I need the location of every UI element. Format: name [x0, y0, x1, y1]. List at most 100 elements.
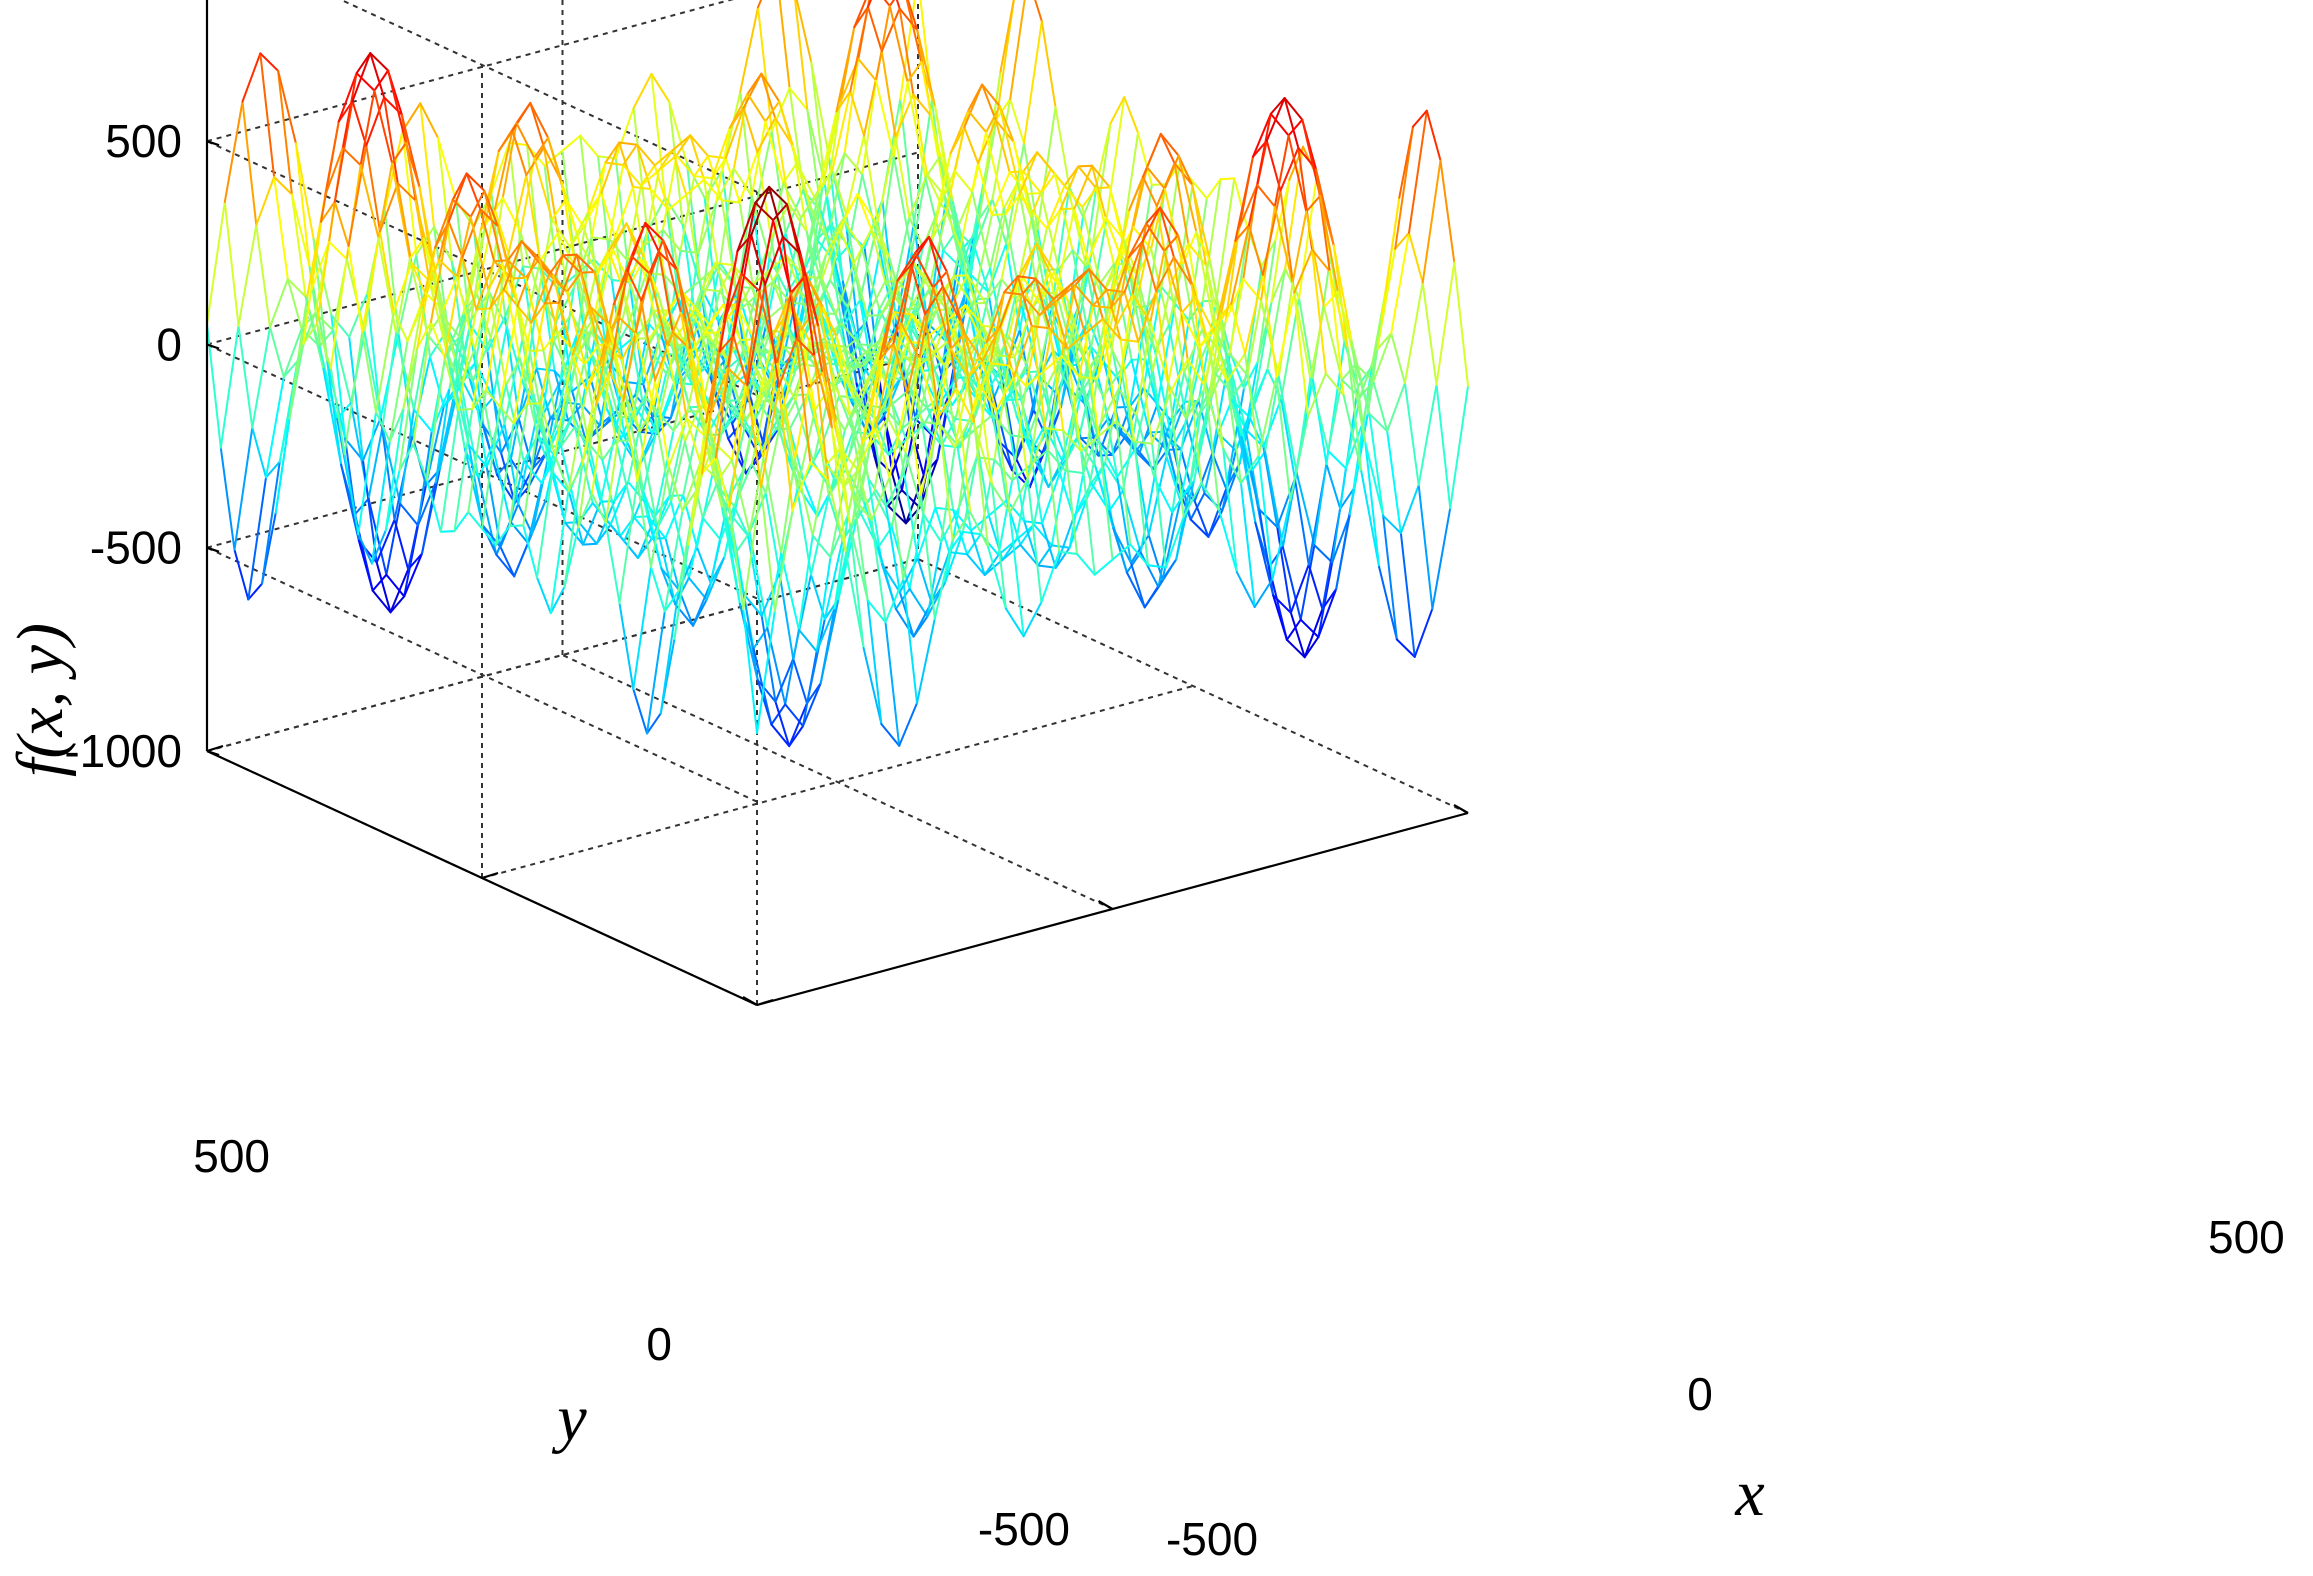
- mesh-segment: [1200, 481, 1221, 512]
- mesh-segment: [1019, 523, 1035, 546]
- mesh-segment: [1307, 372, 1327, 418]
- mesh-segment: [426, 356, 446, 481]
- mesh-segment: [1022, 151, 1039, 173]
- mesh-segment: [540, 301, 560, 405]
- mesh-segment: [1403, 382, 1420, 487]
- mesh-segment: [912, 93, 933, 117]
- mesh-segment: [1224, 226, 1241, 323]
- mesh-segment: [887, 427, 904, 456]
- mesh-segment: [844, 551, 865, 649]
- z-axis-label: f(x, y): [4, 623, 77, 777]
- mesh-segment: [770, 202, 790, 239]
- mesh-segment: [451, 198, 472, 218]
- mesh-segment: [557, 253, 578, 304]
- mesh-segment: [459, 348, 476, 384]
- mesh-segment: [430, 321, 446, 359]
- mesh-segment: [1264, 375, 1280, 453]
- mesh-segment: [1417, 484, 1434, 610]
- mesh-segment: [1155, 290, 1171, 395]
- mesh-segment: [1050, 186, 1071, 311]
- mesh-segment: [991, 413, 1008, 502]
- mesh-segment: [1130, 358, 1147, 361]
- mesh-segment: [1309, 306, 1326, 380]
- mesh-segment: [310, 240, 331, 292]
- mesh-segment: [302, 322, 318, 345]
- mesh-segment: [531, 448, 551, 535]
- mesh-segment: [488, 196, 504, 293]
- mesh-segment: [1099, 263, 1115, 285]
- mesh-segment: [536, 576, 552, 615]
- mesh-segment: [1130, 562, 1146, 609]
- mesh-segment: [582, 542, 598, 546]
- mesh-segment: [522, 524, 538, 579]
- mesh-segment: [875, 79, 895, 158]
- mesh-segment: [1129, 543, 1149, 567]
- mesh-segment: [773, 351, 794, 374]
- mesh-segment: [1175, 482, 1192, 521]
- mesh-segment: [544, 301, 560, 305]
- mesh-segment: [371, 573, 388, 592]
- mesh-segment: [375, 411, 391, 443]
- mesh-segment: [1171, 417, 1187, 514]
- mesh-segment: [1195, 230, 1216, 329]
- mesh-segment: [1096, 306, 1112, 380]
- mesh-segment: [1153, 382, 1170, 479]
- mesh-segment: [780, 552, 800, 631]
- mesh-segment: [681, 279, 701, 297]
- mesh-segment: [421, 468, 441, 555]
- mesh-segment: [1222, 447, 1242, 485]
- mesh-segment: [636, 143, 652, 191]
- mesh-segment: [904, 474, 925, 525]
- mesh-segment: [906, 392, 922, 496]
- mesh-segment: [622, 299, 643, 402]
- mesh-segment: [884, 621, 901, 747]
- mesh-segment: [794, 399, 815, 464]
- mesh-segment: [555, 286, 575, 323]
- mesh-segment: [1311, 248, 1327, 375]
- mesh-segment: [1298, 297, 1314, 380]
- z-tick-mark: [206, 749, 220, 757]
- mesh-segment: [724, 106, 745, 160]
- mesh-segment: [650, 565, 666, 613]
- mesh-segment: [1025, 363, 1046, 427]
- mesh-segment: [862, 314, 883, 367]
- mesh-segment: [1305, 210, 1326, 309]
- mesh-segment: [541, 380, 562, 417]
- mesh-segment: [970, 301, 987, 305]
- mesh-segment: [839, 447, 855, 500]
- mesh-segment: [970, 529, 986, 576]
- mesh-segment: [455, 216, 472, 278]
- mesh-segment: [861, 344, 882, 397]
- mesh-segment: [813, 355, 834, 430]
- mesh-segment: [949, 109, 970, 155]
- mesh-segment: [803, 275, 824, 374]
- mesh-segment: [825, 152, 846, 197]
- mesh-segment: [927, 210, 948, 292]
- mesh-segment: [1285, 638, 1306, 659]
- mesh-segment: [612, 255, 633, 306]
- mesh-segment: [954, 418, 975, 423]
- mesh-segment: [1137, 290, 1158, 343]
- z-tick-label: 0: [156, 318, 182, 370]
- mesh-segment: [644, 229, 664, 247]
- mesh-segment: [1074, 268, 1090, 286]
- mesh-segment: [1234, 224, 1250, 242]
- mesh-segment: [412, 321, 432, 446]
- mesh-segment: [1016, 181, 1037, 279]
- mesh-segment: [675, 268, 696, 344]
- mesh-segment: [952, 508, 972, 532]
- mesh-segment: [375, 310, 395, 414]
- mesh-segment: [941, 285, 958, 390]
- mesh-segment: [300, 311, 317, 330]
- mesh-segment: [640, 164, 656, 187]
- mesh-segment: [640, 299, 656, 382]
- mesh-segment: [1163, 154, 1180, 190]
- y-tick-mark: [756, 998, 774, 1007]
- mesh-segment: [853, 0, 867, 29]
- mesh-segment: [1261, 189, 1282, 276]
- mesh-segment: [1173, 162, 1190, 245]
- mesh-segment: [324, 146, 344, 197]
- mesh-segment: [726, 366, 747, 387]
- mesh-segment: [393, 518, 410, 571]
- mesh-segment: [587, 442, 608, 521]
